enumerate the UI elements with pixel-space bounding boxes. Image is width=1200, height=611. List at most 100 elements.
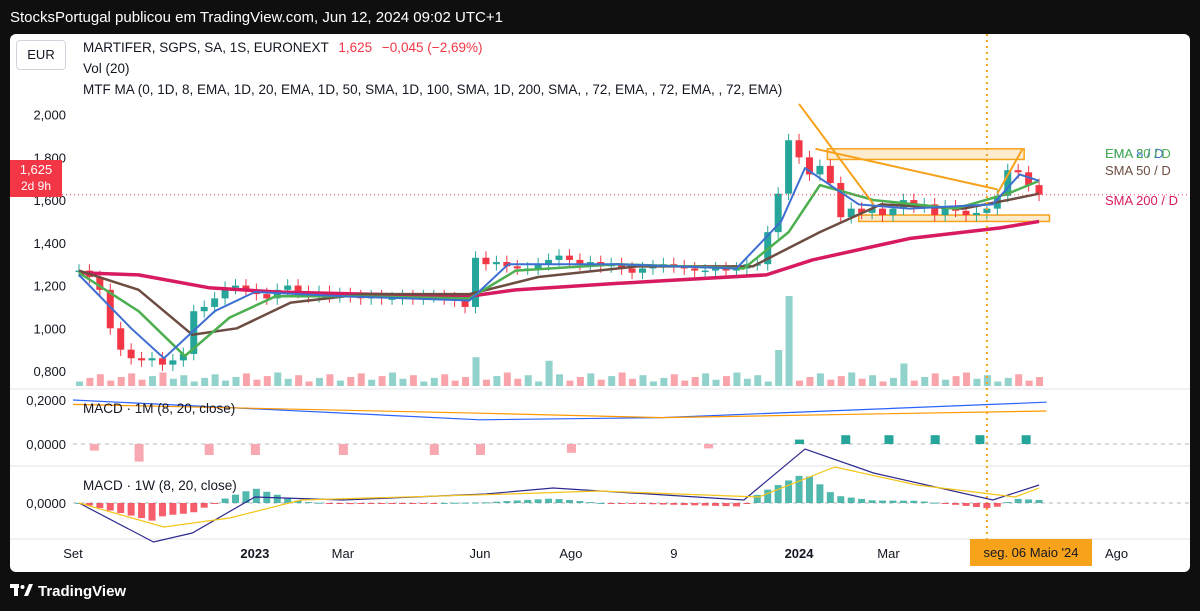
macd-1w-histogram-bar [607, 503, 615, 504]
volume-bar [430, 377, 438, 386]
macd-1w-histogram-bar [1035, 500, 1043, 503]
volume-bar [879, 381, 887, 386]
candle-body [618, 264, 626, 269]
ema20-label: EMA 20 / D [1105, 146, 1171, 161]
macd-1w-histogram-bar [628, 503, 636, 504]
x-axis-label: 2023 [240, 546, 269, 561]
x-axis-label: Ago [559, 546, 582, 561]
volume-bar [722, 376, 730, 386]
macd-1m-tick-label: 0,2000 [26, 393, 66, 408]
macd-1w-histogram-bar [618, 503, 626, 504]
macd-1w-histogram-bar [179, 503, 187, 514]
macd-1w-histogram-bar [482, 502, 490, 504]
macd-1w-signal-line [78, 466, 1040, 528]
volume-bar [190, 381, 198, 386]
macd-1w-histogram-bar [378, 503, 386, 504]
macd-1w-histogram-bar [284, 497, 292, 503]
macd-1w-histogram-bar [325, 503, 333, 504]
candle-body [1004, 170, 1012, 196]
volume-bar [556, 374, 564, 386]
currency-button[interactable]: EUR [16, 40, 66, 70]
macd-1w-histogram-bar [659, 503, 667, 505]
volume-bar [670, 374, 678, 386]
volume-bar [754, 375, 762, 386]
volume-bar [764, 381, 772, 386]
macd-1w-histogram-bar [96, 503, 104, 509]
macd-1w-histogram-bar [889, 500, 897, 503]
volume-bar [785, 296, 793, 386]
macd-1w-histogram-bar [774, 485, 782, 503]
volume-bar [222, 380, 230, 386]
volume-bar [858, 378, 866, 386]
macd-1w-histogram-bar [461, 502, 469, 504]
candle-body [868, 208, 876, 213]
volume-bar [994, 381, 1002, 386]
macd-1m-histogram-bar [795, 439, 805, 444]
candle-body [284, 285, 292, 290]
symbol-legend: MARTIFER, SGPS, SA, 1S, EURONEXT 1,625 −… [83, 40, 482, 55]
volume-bar [232, 377, 240, 386]
candle-body [503, 262, 511, 267]
volume-bar [587, 373, 595, 386]
trend-line [996, 148, 1024, 195]
volume-bar [848, 372, 856, 386]
candle-body [273, 289, 281, 299]
sma50-label: SMA 50 / D [1105, 163, 1171, 178]
chart-panel[interactable]: 0,800 1,000 1,200 1,400 1,600 1,800 2,000 0,200… [10, 34, 1190, 572]
volume-bar [263, 376, 271, 386]
candle-body [691, 268, 699, 271]
macd-1m-legend: MACD · 1M (8, 20, close) [83, 401, 236, 416]
macd-1w-histogram-bar [701, 503, 709, 506]
volume-bar [482, 379, 490, 386]
price-tick-label: 1,200 [33, 279, 66, 294]
volume-bar [889, 377, 897, 386]
volume-bar [1015, 374, 1023, 386]
macd-1w-histogram-bar [962, 503, 970, 506]
macd-1w-histogram-bar [732, 503, 740, 507]
candle-body [117, 328, 125, 350]
candle-body [805, 157, 813, 175]
macd-1w-histogram-bar [503, 501, 511, 503]
volume-bar [117, 377, 125, 386]
volume-bar [827, 379, 835, 386]
candle-body [785, 140, 793, 194]
volume-bar [618, 372, 626, 386]
candle-body [190, 311, 198, 354]
volume-bar [493, 376, 501, 386]
volume-bar [524, 375, 532, 386]
macd-1w-histogram-bar [899, 500, 907, 503]
candle-body [701, 270, 709, 273]
macd-1w-histogram-bar [931, 502, 939, 504]
macd-1w-histogram-bar [252, 488, 260, 503]
macd-1m-histogram-bar [841, 435, 851, 444]
macd-1w-histogram-bar [419, 503, 427, 504]
volume-bar [1025, 380, 1033, 386]
volume-bar [399, 378, 407, 386]
price-tick-label: 1,000 [33, 321, 66, 336]
candle-body [962, 210, 970, 216]
macd-1w-histogram-bar [451, 502, 459, 504]
macd-1w-histogram-bar [691, 503, 699, 506]
volume-bar [952, 376, 960, 386]
macd-1w-histogram-bar [346, 503, 354, 505]
volume-bar [326, 374, 334, 386]
volume-bar [347, 377, 355, 386]
macd-1w-histogram-bar [85, 503, 93, 506]
macd-1w-histogram-bar [837, 496, 845, 503]
macd-1w-histogram-bar [576, 501, 584, 503]
top-bar: StocksPortugal publicou em TradingView.c… [0, 0, 1200, 34]
volume-bar [389, 372, 397, 386]
volume-bar [357, 373, 365, 386]
macd-1w-histogram-bar [952, 503, 960, 505]
volume-bar [169, 378, 177, 386]
macd-1w-histogram-bar [430, 503, 438, 504]
volume-bar [211, 374, 219, 386]
candle-body [837, 182, 845, 218]
macd-1w-histogram-bar [753, 494, 761, 503]
macd-1w-histogram-bar [1004, 502, 1012, 504]
volume-bar [900, 363, 908, 386]
volume-bar [597, 379, 605, 386]
macd-1w-histogram-bar [440, 502, 448, 504]
candle-body [576, 259, 584, 265]
candle-body [179, 353, 187, 361]
